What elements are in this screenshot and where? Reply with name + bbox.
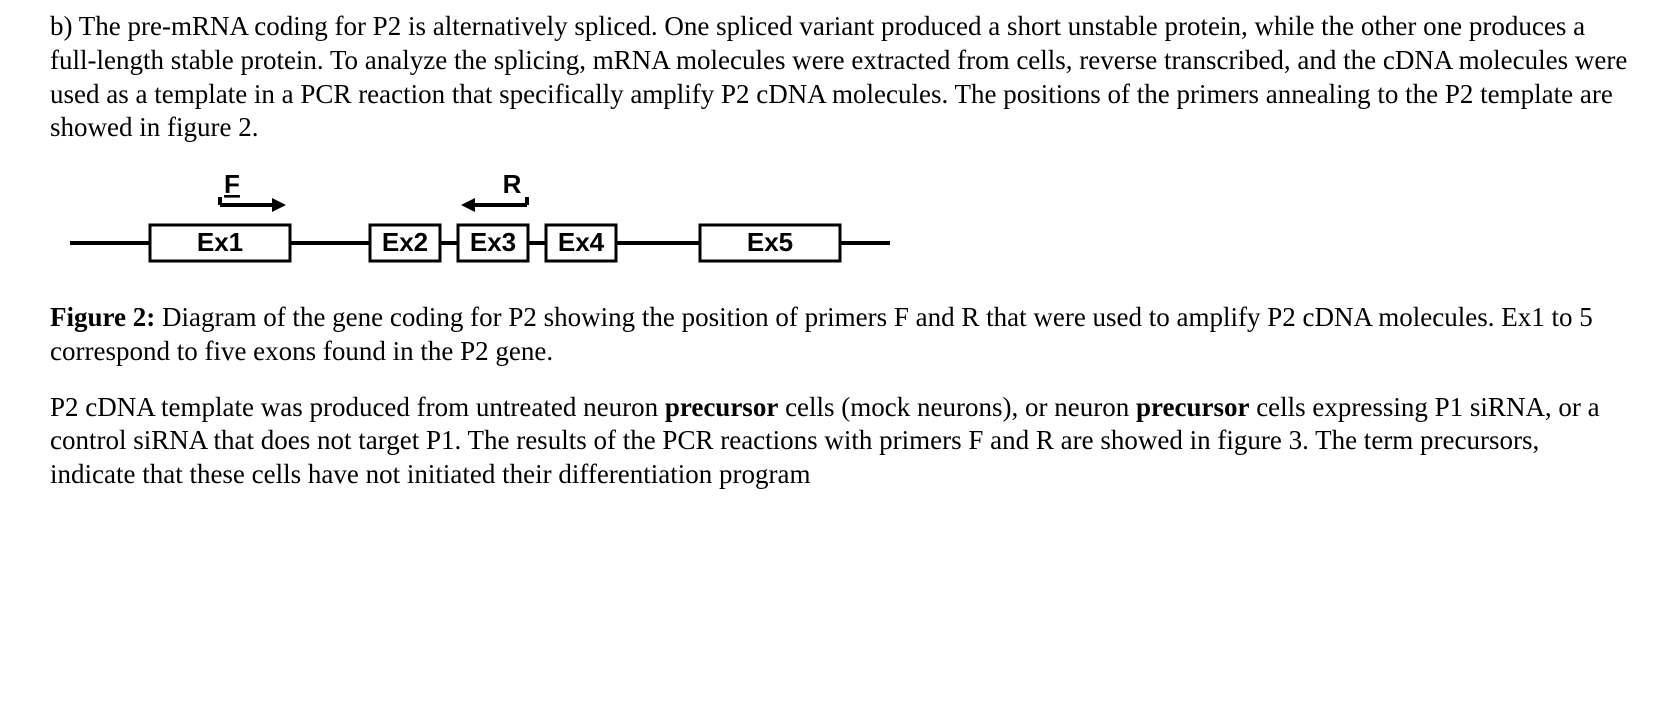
exon-label-ex1: Ex1 xyxy=(197,227,243,257)
primer-forward-arrow-head-icon xyxy=(272,198,286,212)
text-segment: cells (mock neurons), or neuron xyxy=(778,392,1136,422)
exon-label-ex4: Ex4 xyxy=(558,227,605,257)
primer-reverse-label: R xyxy=(503,173,522,199)
exon-label-ex2: Ex2 xyxy=(382,227,428,257)
text-segment: P2 cDNA template was produced from untre… xyxy=(50,392,665,422)
figure-2-caption-label: Figure 2: xyxy=(50,302,155,332)
exon-label-ex5: Ex5 xyxy=(747,227,793,257)
figure-2-caption-text: Diagram of the gene coding for P2 showin… xyxy=(50,302,1593,366)
paragraph-b-methods: P2 cDNA template was produced from untre… xyxy=(50,391,1630,492)
figure-2-caption: Figure 2: Diagram of the gene coding for… xyxy=(50,301,1630,369)
exon-label-ex3: Ex3 xyxy=(470,227,516,257)
primer-forward-label: F xyxy=(224,173,240,199)
bold-precursor-1: precursor xyxy=(665,392,778,422)
bold-precursor-2: precursor xyxy=(1136,392,1249,422)
page-content: b) The pre-mRNA coding for P2 is alterna… xyxy=(0,0,1680,540)
primer-reverse-arrow-head-icon xyxy=(461,198,475,212)
figure-2-diagram: Ex1 Ex2 Ex3 Ex4 Ex5 F R xyxy=(60,173,1630,273)
paragraph-b-intro: b) The pre-mRNA coding for P2 is alterna… xyxy=(50,10,1630,145)
